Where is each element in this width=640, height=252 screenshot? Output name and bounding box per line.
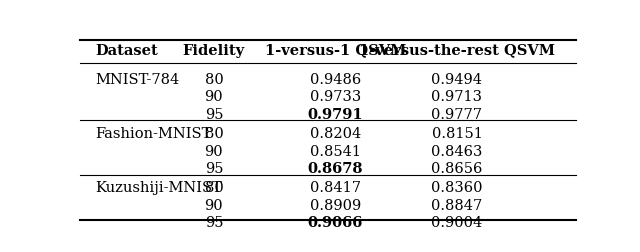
Text: 80: 80	[205, 73, 223, 87]
Text: 0.9733: 0.9733	[310, 90, 361, 104]
Text: 1-versus-the-rest QSVM: 1-versus-the-rest QSVM	[359, 44, 555, 58]
Text: 95: 95	[205, 162, 223, 176]
Text: Kuzushiji-MNIST: Kuzushiji-MNIST	[95, 181, 221, 195]
Text: 95: 95	[205, 108, 223, 122]
Text: 0.8360: 0.8360	[431, 181, 483, 195]
Text: 0.8541: 0.8541	[310, 144, 361, 159]
Text: 0.9494: 0.9494	[431, 73, 483, 87]
Text: 0.9004: 0.9004	[431, 216, 483, 230]
Text: MNIST-784: MNIST-784	[95, 73, 179, 87]
Text: 95: 95	[205, 216, 223, 230]
Text: 0.9791: 0.9791	[308, 108, 364, 122]
Text: 90: 90	[205, 199, 223, 213]
Text: 0.9713: 0.9713	[431, 90, 483, 104]
Text: 0.9777: 0.9777	[431, 108, 483, 122]
Text: 90: 90	[205, 90, 223, 104]
Text: 90: 90	[205, 144, 223, 159]
Text: 0.9486: 0.9486	[310, 73, 361, 87]
Text: 0.8463: 0.8463	[431, 144, 483, 159]
Text: Fidelity: Fidelity	[183, 44, 245, 58]
Text: 0.9066: 0.9066	[308, 216, 363, 230]
Text: 0.8204: 0.8204	[310, 127, 361, 141]
Text: Dataset: Dataset	[95, 44, 157, 58]
Text: 0.8151: 0.8151	[431, 127, 483, 141]
Text: 0.8417: 0.8417	[310, 181, 361, 195]
Text: 80: 80	[205, 181, 223, 195]
Text: Fashion-MNIST: Fashion-MNIST	[95, 127, 211, 141]
Text: 0.8656: 0.8656	[431, 162, 483, 176]
Text: 1-versus-1 QSVM: 1-versus-1 QSVM	[265, 44, 406, 58]
Text: 0.8678: 0.8678	[308, 162, 363, 176]
Text: 80: 80	[205, 127, 223, 141]
Text: 0.8909: 0.8909	[310, 199, 361, 213]
Text: 0.8847: 0.8847	[431, 199, 483, 213]
